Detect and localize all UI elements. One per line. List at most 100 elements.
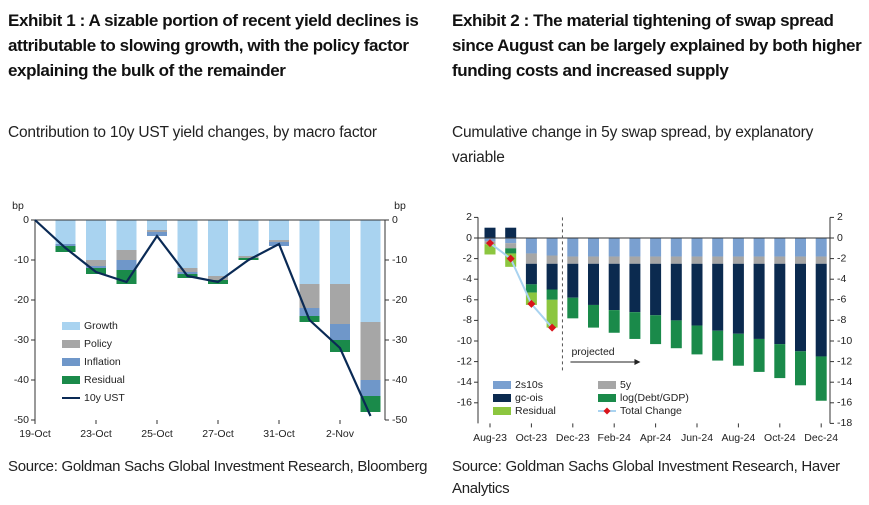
annotation-arrowhead (634, 359, 641, 365)
y-tick-label: 0 (466, 232, 472, 244)
y2-tick-label: -30 (392, 334, 407, 346)
legend-swatch (598, 381, 616, 389)
legend-swatch (598, 394, 616, 402)
bar-segment (147, 232, 167, 236)
bar-segment (299, 308, 320, 316)
legend-label: Total Change (620, 405, 682, 417)
bar-segment (116, 220, 137, 250)
y-tick-label: -2 (463, 252, 472, 264)
bar-segment (86, 220, 106, 260)
bar-segment (629, 312, 641, 339)
bar-segment (360, 396, 381, 412)
legend-label: Policy (84, 338, 113, 350)
bar-segment (670, 263, 682, 321)
bar-segment (753, 263, 765, 339)
bar-segment (269, 240, 289, 242)
y-tick-label: -20 (14, 294, 29, 306)
bar-segment (712, 263, 724, 331)
x-tick-label: Oct-24 (764, 432, 796, 444)
y-tick-label: -4 (463, 273, 472, 285)
legend-swatch (62, 340, 80, 348)
legend-swatch (493, 407, 511, 415)
y2-tick-label: -8 (837, 314, 846, 326)
y-tick-label: -30 (14, 334, 29, 346)
bar-segment (774, 238, 786, 257)
bar-segment (815, 356, 827, 401)
legend-label: Growth (84, 320, 118, 332)
bar-segment (177, 220, 198, 268)
y-tick-label: 2 (466, 211, 472, 223)
bar-segment (691, 263, 703, 326)
bar-segment (525, 284, 537, 293)
bar-segment (732, 333, 744, 366)
bar-segment (208, 276, 228, 280)
x-tick-label: Feb-24 (598, 432, 631, 444)
y2-tick-label: -50 (392, 414, 407, 426)
legend-swatch (62, 358, 80, 366)
y-axis-label: bp (12, 200, 24, 212)
bar-segment (753, 256, 765, 264)
bar-segment (567, 238, 579, 257)
y-tick-label: -12 (457, 355, 472, 367)
y-tick-label: -14 (457, 376, 472, 388)
bar-segment (505, 238, 517, 244)
annotation: projected (571, 346, 614, 358)
x-tick-label: 2-Nov (326, 428, 355, 440)
bar-segment (795, 238, 806, 257)
y2-tick-label: -14 (837, 376, 852, 388)
y2-tick-label: -40 (392, 374, 407, 386)
y2-axis-label: bp (394, 200, 406, 212)
x-tick-label: 25-Oct (141, 428, 173, 440)
marker (527, 299, 536, 308)
bar-segment (732, 263, 744, 334)
y2-tick-label: 2 (837, 211, 843, 223)
bar-segment (712, 238, 724, 257)
bar-segment (712, 256, 724, 264)
chart-subtitle: Cumulative change in 5y swap spread, by … (452, 124, 814, 166)
legend-label: Residual (515, 405, 556, 417)
bar-segment (238, 220, 259, 256)
y2-tick-label: 0 (837, 232, 843, 244)
bar-segment (670, 320, 682, 349)
bar-segment (525, 263, 537, 285)
x-tick-label: Aug-23 (473, 432, 507, 444)
bar-segment (525, 292, 537, 305)
bar-segment (330, 284, 350, 324)
bar-segment (299, 220, 320, 284)
bar-segment (525, 238, 537, 254)
bar-segment (86, 260, 106, 266)
bar-segment (177, 268, 198, 272)
bar-segment (55, 220, 76, 244)
x-tick-label: Apr-24 (640, 432, 672, 444)
bar-segment (732, 256, 744, 264)
bar-segment (815, 263, 827, 357)
bar-segment (629, 263, 641, 313)
bar-segment (753, 338, 765, 372)
bar-segment (588, 304, 599, 328)
y2-tick-label: -10 (392, 254, 407, 266)
bar-segment (712, 330, 724, 361)
y2-tick-label: -16 (837, 397, 852, 409)
bar-segment (484, 244, 496, 255)
bar-segment (505, 243, 517, 249)
y2-tick-label: -18 (837, 417, 852, 429)
bar-segment (269, 220, 289, 240)
marker (506, 254, 515, 263)
line (34, 219, 372, 417)
y2-tick-label: -20 (392, 294, 407, 306)
y2-tick-label: -10 (837, 335, 852, 347)
bar-segment (815, 256, 827, 264)
bar-segment (629, 256, 641, 264)
legend-label: 2s10s (515, 379, 543, 391)
y-tick-label: -40 (14, 374, 29, 386)
bar-segment (546, 263, 558, 290)
bar-segment (774, 344, 786, 379)
bar-segment (732, 238, 744, 257)
y-tick-label: -50 (14, 414, 29, 426)
bar-segment (691, 256, 703, 264)
bar-segment (670, 256, 682, 264)
bar-segment (650, 263, 662, 316)
x-tick-label: Aug-24 (721, 432, 755, 444)
